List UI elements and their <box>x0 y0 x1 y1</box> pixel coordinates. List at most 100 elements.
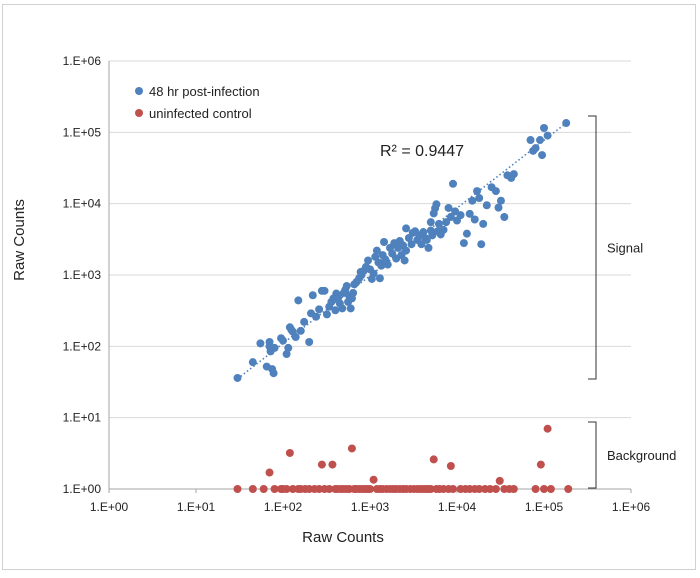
series-1-point <box>377 261 386 270</box>
series-1-point <box>540 124 548 133</box>
series-1-point <box>296 326 305 335</box>
series-2-point <box>486 485 495 493</box>
x-tick-label: 1.E+00 <box>90 500 129 514</box>
series-1-point <box>465 209 474 218</box>
series-2-point <box>369 475 378 484</box>
series-1-point <box>432 200 441 209</box>
series-2-point <box>325 485 334 493</box>
legend-marker-series-2 <box>135 109 143 117</box>
series-1-point <box>442 218 451 227</box>
series-1-point <box>312 312 321 321</box>
series-2-point <box>270 485 279 493</box>
series-1-point <box>308 291 317 300</box>
legend-marker-series-1 <box>135 87 143 95</box>
series-1-point <box>380 238 389 247</box>
bracket-label-background: Background <box>607 448 676 463</box>
series-1-point <box>383 260 392 269</box>
series-2-point <box>426 485 435 493</box>
x-tick-label: 1.E+04 <box>438 500 477 514</box>
x-tick-label: 1.E+06 <box>612 500 651 514</box>
series-1-point <box>284 343 293 352</box>
series-1-point <box>494 203 503 212</box>
series-1-point <box>422 235 431 244</box>
series-1-point <box>538 151 547 160</box>
series-2-point <box>285 448 294 457</box>
series-1-point <box>375 274 384 283</box>
series-1-point <box>462 229 471 238</box>
gridlines <box>109 60 631 419</box>
x-tick-label: 1.E+03 <box>351 500 390 514</box>
series-1-point <box>543 131 552 140</box>
series-1-point <box>346 304 355 313</box>
series-1-point <box>496 196 505 205</box>
legend: 48 hr post-infection uninfected control <box>135 84 260 121</box>
series-1-point <box>402 246 411 255</box>
series-2-point <box>328 460 337 469</box>
series-1-point <box>482 201 491 210</box>
series-2-point <box>446 462 455 471</box>
series-1-point <box>426 218 435 227</box>
series-1-point <box>300 317 309 326</box>
series-2-point <box>536 460 545 469</box>
legend-label-series-2: uninfected control <box>149 106 252 121</box>
series-2-point <box>531 485 540 493</box>
series-1-point <box>256 339 265 348</box>
series-1-point <box>468 196 477 205</box>
series-1-point <box>473 187 482 196</box>
series-1-point <box>470 215 479 224</box>
series-1-point <box>500 213 509 222</box>
series-1-point <box>338 304 347 313</box>
series-1-point <box>369 269 378 278</box>
series-2-point <box>265 468 274 477</box>
series-2-point <box>543 424 552 433</box>
x-tick-label: 1.E+02 <box>264 500 303 514</box>
series-1-point <box>477 240 486 249</box>
series-1-point <box>372 246 381 255</box>
series-1-point <box>342 282 351 291</box>
series-1-point <box>322 310 331 319</box>
series-2-point <box>259 485 268 493</box>
series-1-point <box>248 358 257 367</box>
series-1-point <box>407 240 416 249</box>
series-1-point <box>531 144 540 153</box>
series-1-point <box>444 203 453 212</box>
series-1-point <box>294 296 303 305</box>
series-1-point <box>349 288 358 297</box>
series-1-point <box>315 305 324 314</box>
series-1-point <box>331 306 340 315</box>
series-1-point <box>364 256 373 265</box>
series-1-point <box>562 119 571 128</box>
series-1-point <box>491 187 500 196</box>
series-1-point <box>282 350 291 359</box>
bracket-signal <box>588 115 597 380</box>
series-1-point <box>279 336 287 345</box>
series-1-point <box>536 136 545 145</box>
series-2-point <box>540 485 548 493</box>
series-1-point <box>479 219 488 228</box>
series-1-point <box>526 136 535 145</box>
series-1-point <box>475 194 484 203</box>
y-tick-label: 1.E+01 <box>63 411 102 425</box>
series-1-point <box>291 333 300 342</box>
series-1-point <box>305 338 314 347</box>
series-2-point <box>449 485 458 493</box>
bracket-label-signal: Signal <box>607 241 643 256</box>
series-2-point <box>564 485 573 493</box>
y-tick-label: 1.E+04 <box>63 197 102 211</box>
legend-label-series-1: 48 hr post-infection <box>149 84 260 99</box>
series-1-point <box>434 219 443 228</box>
y-axis-title: Raw Counts <box>11 199 28 281</box>
series-1-point <box>320 286 329 295</box>
series-2-point <box>282 485 291 493</box>
series-1-point <box>233 373 242 382</box>
series-2-point <box>491 485 500 493</box>
y-tick-label: 1.E+05 <box>63 125 102 139</box>
series-2-point <box>509 485 518 493</box>
series-2-point <box>429 455 438 464</box>
series-2-point <box>248 485 257 493</box>
r-squared-label: R² = 0.9447 <box>380 143 464 160</box>
x-tick-label: 1.E+05 <box>525 500 564 514</box>
y-tick-label: 1.E+03 <box>63 268 102 282</box>
